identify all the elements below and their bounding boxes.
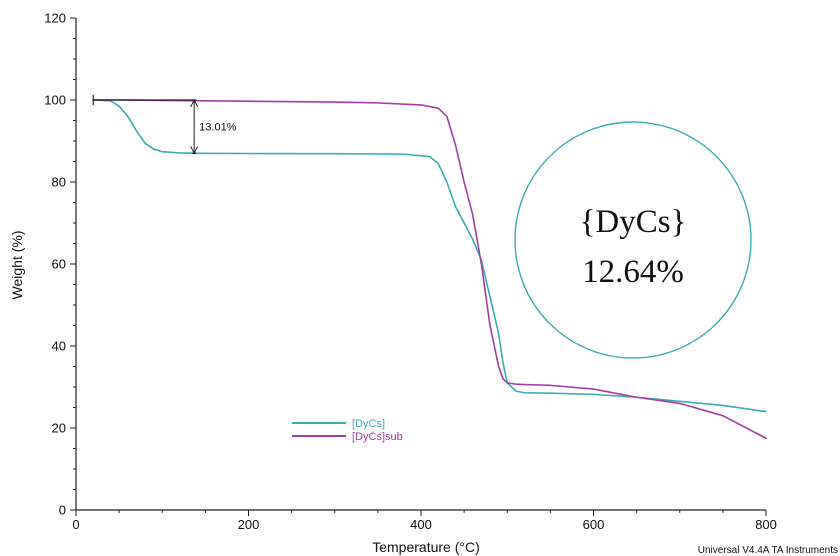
y-tick-label: 120: [44, 11, 66, 26]
y-tick-label: 80: [52, 175, 66, 190]
x-tick-label: 800: [755, 517, 777, 532]
y-tick-label: 0: [59, 503, 66, 518]
mass-loss-label: 13.01%: [199, 122, 237, 134]
arrow-head-down: [190, 146, 199, 155]
ticks: 0 200 400 600 800 0 20 40 60 80 100 120: [44, 11, 777, 533]
x-tick-label: 600: [583, 517, 605, 532]
legend-label-dycs: [DyCs]: [352, 418, 385, 430]
annotation-layer: 13.01%: [92, 95, 237, 155]
y-tick-label: 60: [52, 257, 66, 272]
software-footer: Universal V4.4A TA Instruments: [698, 545, 838, 556]
series-line-dycs-sub: [92, 99, 767, 440]
y-tick-label: 40: [52, 339, 66, 354]
callout-percentage: 12.64%: [582, 254, 684, 290]
circle-callout: {DyCs} 12.64%: [514, 121, 752, 359]
callout-sample-label: {DyCs}: [580, 204, 687, 240]
legend-label-dycs-sub: [DyCs]sub: [352, 431, 403, 443]
x-tick-label: 0: [72, 517, 79, 532]
x-tick-label: 400: [410, 517, 432, 532]
x-axis-label: Temperature (°C): [372, 539, 480, 555]
x-tick-label: 200: [238, 517, 260, 532]
series-layer: [92, 99, 767, 440]
series-line-dycs: [92, 99, 767, 413]
y-tick-label: 20: [52, 421, 66, 436]
callout-circle: [514, 121, 752, 359]
y-tick-label: 100: [44, 93, 66, 108]
arrow-head-up: [190, 98, 199, 108]
legend: [DyCs] [DyCs]sub: [292, 418, 403, 443]
y-axis-label: Weight (%): [9, 231, 25, 300]
